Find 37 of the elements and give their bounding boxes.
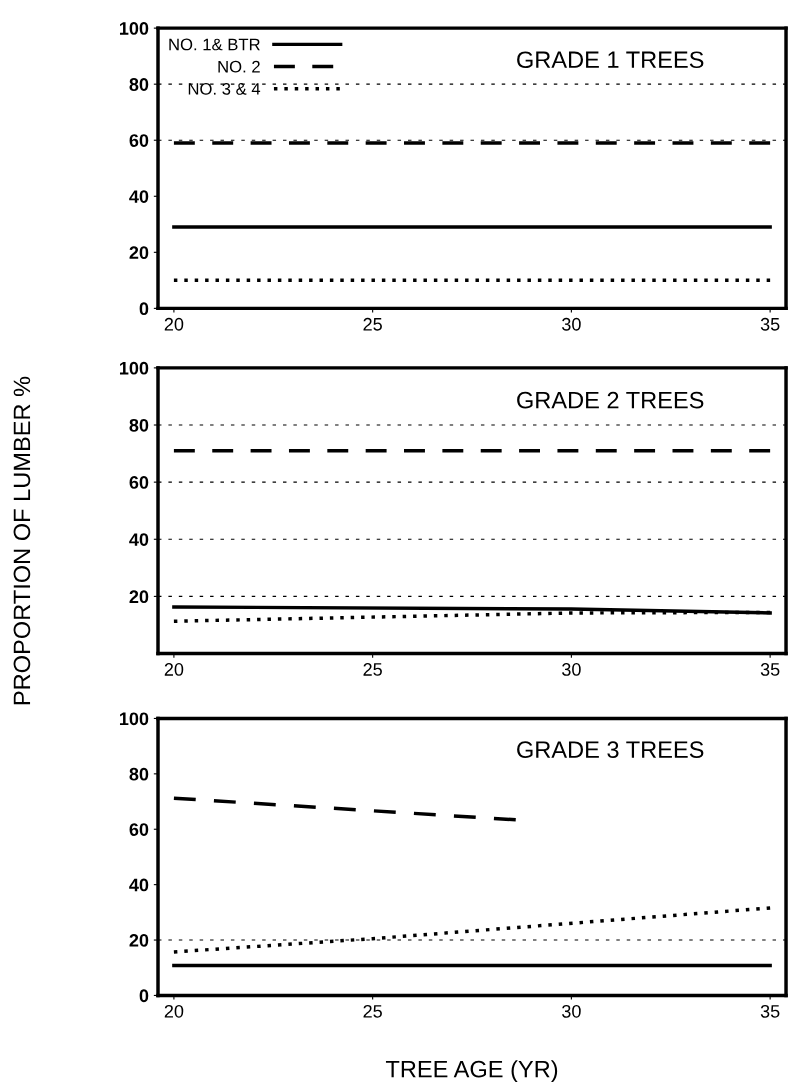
x-tick-label: 35 bbox=[760, 663, 780, 676]
y-tick-label: 0 bbox=[139, 989, 149, 1003]
text: GRADE 3 TREES bbox=[517, 741, 704, 759]
legend-label: NO. 1& BTR bbox=[169, 38, 260, 51]
y-tick-label: 80 bbox=[129, 78, 149, 91]
y-tick-label: 20 bbox=[129, 590, 149, 604]
y-tick-label: 40 bbox=[129, 190, 149, 203]
x-tick-label: 20 bbox=[164, 317, 184, 331]
y-tick-label: 40 bbox=[129, 533, 149, 546]
x-tick-label: 35 bbox=[760, 317, 780, 331]
x-tick-label: 25 bbox=[363, 1004, 382, 1018]
x-tick-label: 25 bbox=[363, 663, 382, 676]
x-axis-title: TREE AGE (YR) bbox=[385, 1060, 558, 1082]
y-tick-label: 0 bbox=[139, 302, 149, 316]
legend-label: NO. 2 bbox=[218, 60, 260, 73]
y-tick-label: 100 bbox=[119, 361, 149, 375]
x-tick-label: 25 bbox=[363, 317, 382, 331]
x-tick-label: 30 bbox=[562, 317, 581, 331]
x-tick-label: 20 bbox=[164, 663, 184, 676]
y-tick-label: 80 bbox=[129, 767, 149, 781]
x-tick-label: 20 bbox=[164, 1004, 184, 1018]
y-axis-title: PROPORTION OF LUMBER % bbox=[13, 376, 31, 705]
y-tick-label: 60 bbox=[129, 476, 149, 489]
y-tick-label: 100 bbox=[119, 712, 149, 726]
legend-label: NO. 3 & 4 bbox=[188, 82, 261, 95]
x-tick-label: 30 bbox=[562, 663, 581, 676]
y-tick-label: 80 bbox=[129, 418, 149, 432]
y-tick-label: 20 bbox=[129, 933, 149, 947]
x-tick-label: 30 bbox=[562, 1004, 581, 1018]
y-tick-label: 40 bbox=[129, 878, 149, 892]
y-tick-label: 60 bbox=[129, 823, 149, 836]
text: GRADE 2 TREES bbox=[517, 391, 704, 409]
y-tick-label: 60 bbox=[129, 134, 149, 147]
text: GRADE 1 TREES bbox=[517, 51, 704, 69]
x-tick-label: 35 bbox=[760, 1004, 780, 1018]
y-tick-label: 100 bbox=[119, 22, 149, 35]
y-tick-label: 20 bbox=[129, 246, 149, 260]
